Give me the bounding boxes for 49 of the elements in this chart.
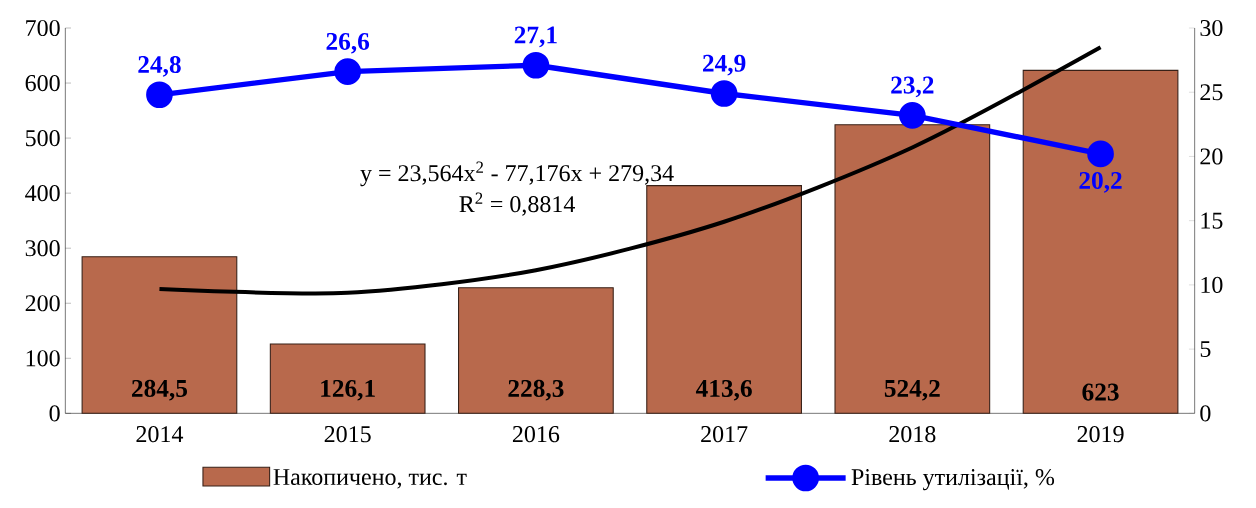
y-tick-label: 500 xyxy=(26,130,60,147)
data-label: 27,1 xyxy=(514,26,557,48)
y2-tick-label: 20 xyxy=(1200,148,1223,165)
data-label: 413,6 xyxy=(695,379,752,401)
data-label: 26,6 xyxy=(326,32,370,54)
x-tick-label: 2016 xyxy=(512,426,560,443)
point xyxy=(522,51,550,79)
y-tick-label: 0 xyxy=(49,405,60,422)
annotation: y = 23,564x$^{2}$ - 77,176x + 279,34 xyxy=(360,161,674,187)
y2-tick-label: 30 xyxy=(1200,19,1223,37)
point xyxy=(710,80,738,107)
legend-label: Рівень утилізації, % xyxy=(851,469,1055,491)
bar xyxy=(269,343,426,414)
y2-tick-label: 10 xyxy=(1201,276,1223,293)
point xyxy=(334,58,362,86)
data-label: 228,3 xyxy=(508,379,564,401)
x-tick-label: 2018 xyxy=(889,426,936,443)
data-label: 126,1 xyxy=(321,379,375,401)
bar xyxy=(81,256,238,414)
y-tick-label: 600 xyxy=(25,74,60,92)
y-tick-label: 100 xyxy=(26,350,60,367)
y-tick-label: 300 xyxy=(25,240,60,257)
data-label: 284,5 xyxy=(132,379,188,401)
y2-tick-label: 15 xyxy=(1201,212,1223,229)
data-label: 20,2 xyxy=(1079,171,1122,193)
bar xyxy=(1022,69,1179,414)
data-label: 24,8 xyxy=(138,55,181,77)
point xyxy=(146,81,173,109)
x-tick-label: 2014 xyxy=(136,426,184,443)
y2-tick-label: 0 xyxy=(1200,405,1211,422)
x-tick-label: 2017 xyxy=(701,426,748,443)
x-tick-label: 2015 xyxy=(324,426,371,443)
data-label: 623 xyxy=(1082,383,1119,401)
y-tick-label: 200 xyxy=(25,295,60,312)
data-label: 524,2 xyxy=(884,379,940,401)
y-tick-label: 400 xyxy=(25,185,60,202)
bar xyxy=(834,124,991,414)
bar xyxy=(646,185,802,414)
data-label: 24,9 xyxy=(703,54,746,76)
data-label: 23,2 xyxy=(891,76,934,98)
point xyxy=(1087,140,1114,168)
point xyxy=(899,102,926,129)
x-tick-label: 2019 xyxy=(1077,426,1124,443)
y2-tick-label: 5 xyxy=(1200,341,1211,358)
annotation: R$^{2}$ = 0,8814 xyxy=(459,192,575,216)
bar xyxy=(458,287,614,414)
y2-tick-label: 25 xyxy=(1200,84,1223,101)
y-tick-label: 700 xyxy=(26,19,60,37)
legend-label: Накопичено, тис. т xyxy=(273,469,467,489)
